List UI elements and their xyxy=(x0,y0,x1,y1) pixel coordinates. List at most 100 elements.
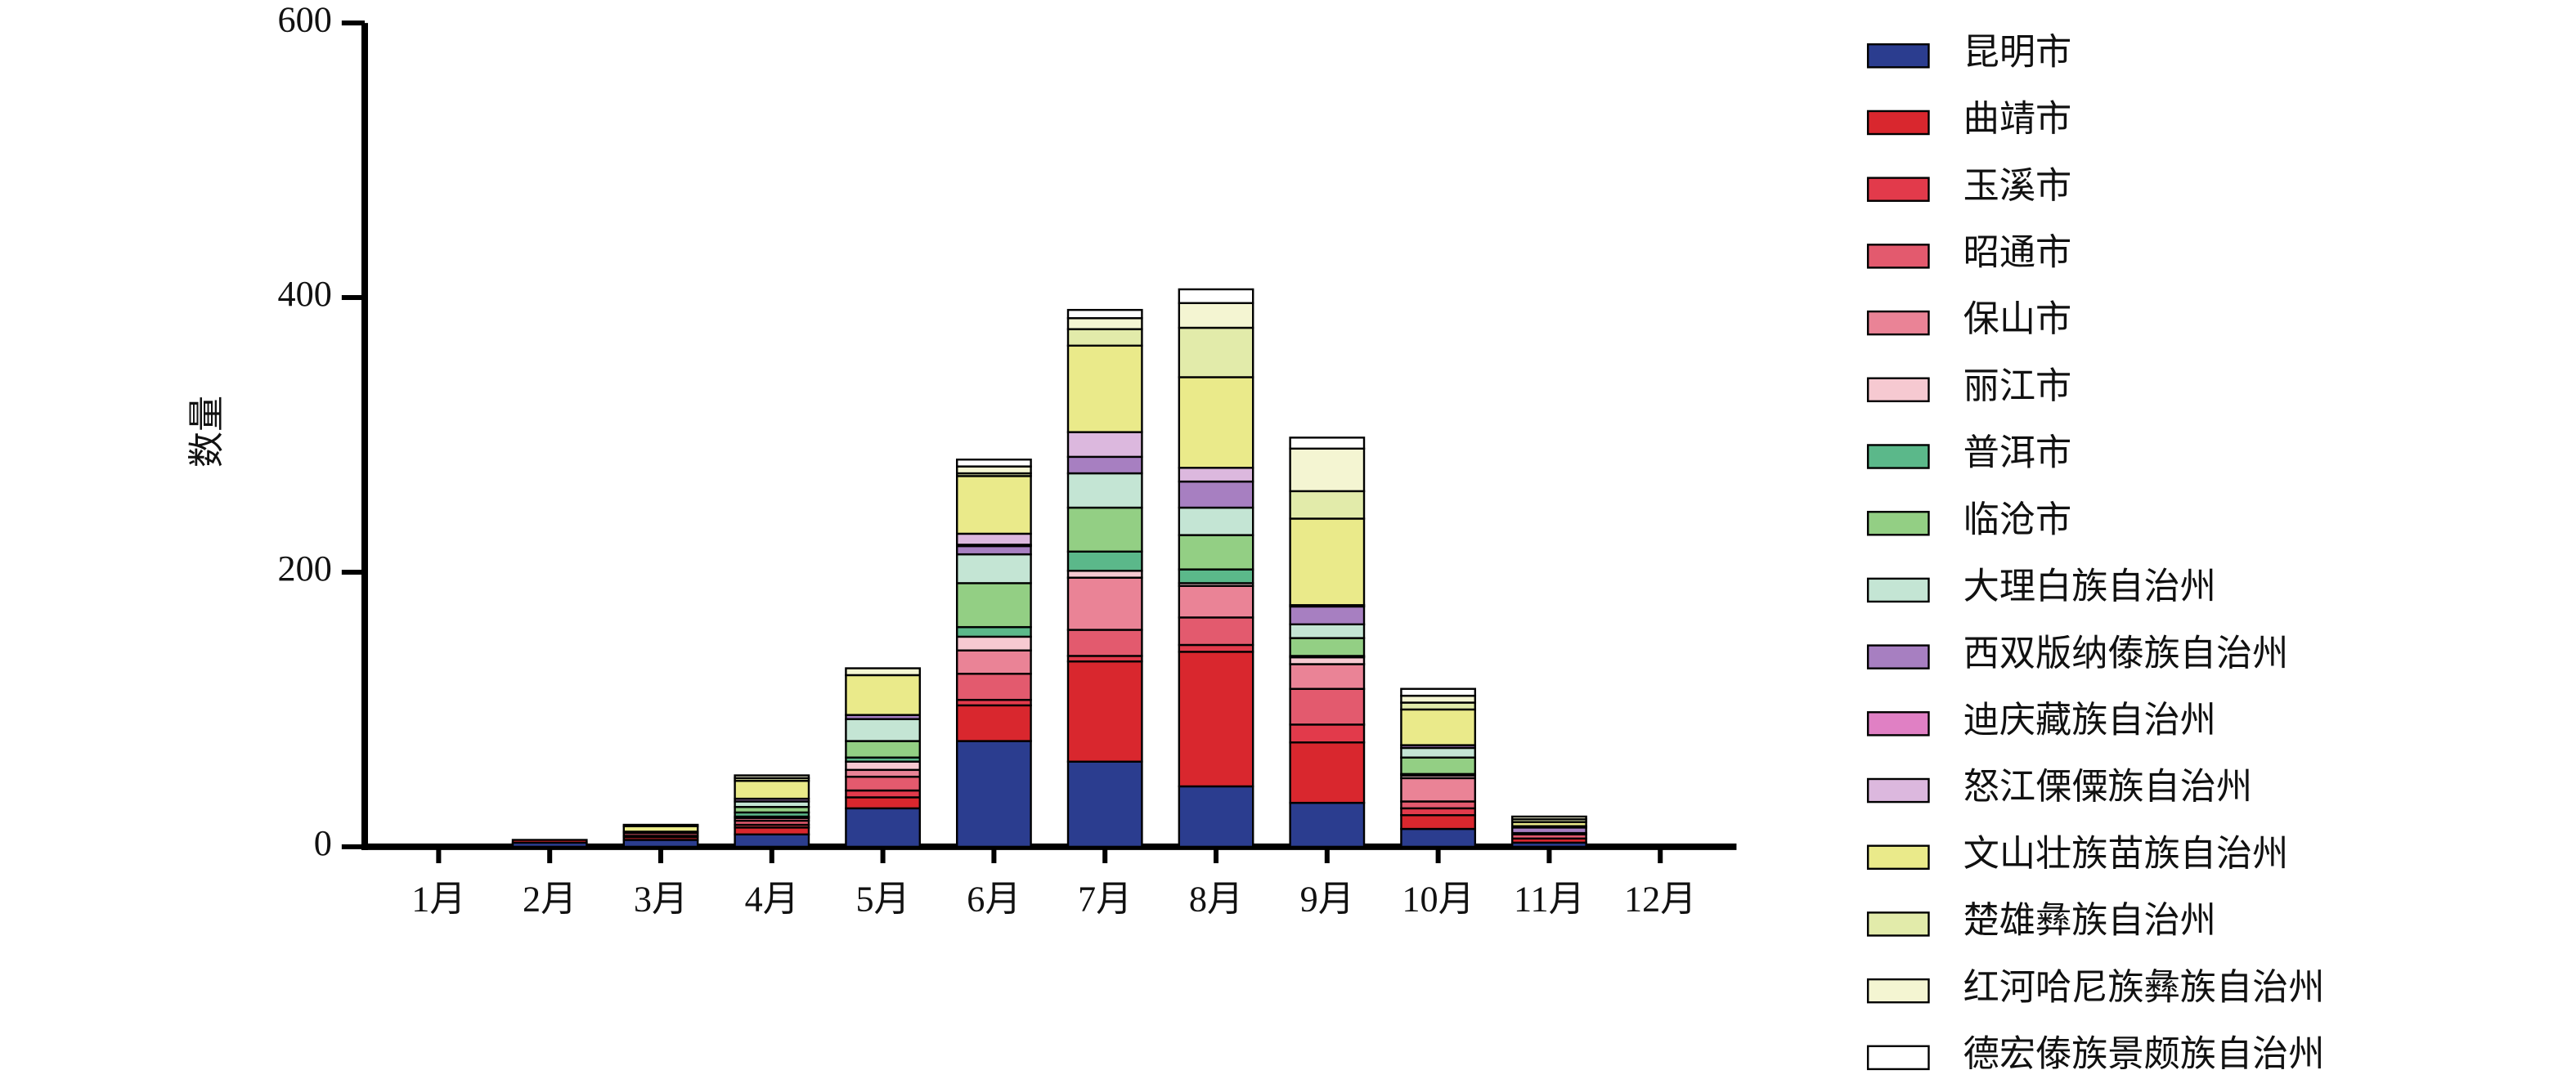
bar-segment xyxy=(1289,741,1366,804)
bar-segment xyxy=(1178,651,1254,788)
legend-swatch xyxy=(1866,444,1930,469)
bar-segment xyxy=(955,475,1032,535)
bar-segment xyxy=(1400,746,1477,759)
bar-segment xyxy=(1066,570,1143,579)
bar-segment xyxy=(1400,701,1477,711)
bar-segment xyxy=(1178,506,1254,536)
legend-swatch xyxy=(1866,911,1930,937)
bar-segment xyxy=(1400,687,1477,697)
legend-label: 临沧市 xyxy=(1963,499,2072,540)
bar-segment xyxy=(845,760,922,772)
bar-segment xyxy=(1289,517,1366,607)
legend-swatch xyxy=(1866,644,1930,669)
bar-segment xyxy=(955,649,1032,675)
legend-label: 普洱市 xyxy=(1963,433,2072,473)
bar-segment xyxy=(511,839,588,844)
bar-segment xyxy=(845,667,922,677)
x-tick-label: 7月 xyxy=(1078,879,1132,919)
bar-segment xyxy=(1066,328,1143,347)
bar-segment xyxy=(955,459,1032,468)
legend-swatch xyxy=(1866,777,1930,804)
bar-segment xyxy=(1178,326,1254,378)
legend-swatch xyxy=(1866,177,1930,202)
x-tick-label: 3月 xyxy=(634,879,688,919)
bar-segment xyxy=(1400,777,1477,803)
bar-segment xyxy=(1066,550,1143,572)
bar-segment xyxy=(1066,317,1143,330)
legend-swatch xyxy=(1866,310,1930,336)
x-tick-label: 8月 xyxy=(1189,879,1243,919)
bar-segment xyxy=(734,780,810,800)
bar-segment xyxy=(1178,616,1254,647)
bar-segment xyxy=(1066,506,1143,553)
legend-label: 西双版纳傣族自治州 xyxy=(1963,634,2289,674)
bar-segment xyxy=(1178,643,1254,653)
y-tick-label: 200 xyxy=(278,548,332,589)
legend-swatch xyxy=(1866,577,1930,603)
y-tick-label: 400 xyxy=(278,274,332,314)
bar-segment xyxy=(1178,467,1254,483)
legend-swatch xyxy=(1866,1045,1930,1071)
bar-segment xyxy=(845,768,922,778)
legend-swatch xyxy=(1866,844,1930,870)
bar-segment xyxy=(1178,288,1254,304)
bar-segment xyxy=(1400,800,1477,810)
legend-label: 昭通市 xyxy=(1963,233,2072,273)
legend-label: 德宏傣族景颇族自治州 xyxy=(1963,1034,2325,1074)
x-tick-label: 11月 xyxy=(1514,879,1585,919)
bar-segment xyxy=(1066,660,1143,763)
bar-segment xyxy=(1178,568,1254,584)
bar-segment xyxy=(1400,756,1477,776)
bar-segment xyxy=(1289,801,1366,848)
bar-segment xyxy=(1289,490,1366,520)
bar-segment xyxy=(1178,302,1254,329)
bar-segment xyxy=(1066,576,1143,631)
bar-segment xyxy=(845,776,922,792)
bar-segment xyxy=(845,718,922,742)
bar-segment xyxy=(1066,455,1143,475)
bar-segment xyxy=(1066,760,1143,848)
x-tick-label: 10月 xyxy=(1402,879,1474,919)
legend-swatch xyxy=(1866,43,1930,69)
legend-label: 玉溪市 xyxy=(1963,166,2072,206)
bar-segment xyxy=(845,796,922,810)
bar-segment xyxy=(1289,447,1366,493)
y-tick-label: 0 xyxy=(314,823,332,863)
bar-segment xyxy=(955,582,1032,629)
legend-label: 楚雄彝族自治州 xyxy=(1963,901,2216,941)
bar-segment xyxy=(1066,472,1143,509)
legend-label: 昆明市 xyxy=(1963,32,2072,72)
legend-label: 怒江傈僳族自治州 xyxy=(1963,767,2252,807)
legend-swatch xyxy=(1866,711,1930,737)
bar-segment xyxy=(734,833,810,848)
legend-label: 迪庆藏族自治州 xyxy=(1963,700,2216,740)
bar-segment xyxy=(1178,534,1254,571)
bar-segment xyxy=(955,544,1032,556)
bar-segment xyxy=(1400,708,1477,746)
bar-segment xyxy=(1289,623,1366,639)
bar-segment xyxy=(955,740,1032,848)
x-tick-label: 9月 xyxy=(1300,879,1354,919)
bar-segment xyxy=(1289,605,1366,625)
bar-segment xyxy=(1511,815,1587,821)
legend-swatch xyxy=(1866,377,1930,403)
legend-label: 保山市 xyxy=(1963,299,2072,339)
bar-segment xyxy=(622,839,699,848)
bar-segment xyxy=(1400,814,1477,831)
bar-segment xyxy=(1066,308,1143,320)
bar-segment xyxy=(955,635,1032,651)
bar-segment xyxy=(734,826,810,835)
legend-swatch xyxy=(1866,110,1930,136)
bar-segment xyxy=(622,823,699,827)
bar-segment xyxy=(955,465,1032,475)
legend-label: 曲靖市 xyxy=(1963,99,2072,139)
legend-swatch xyxy=(1866,978,1930,1004)
bar-segment xyxy=(1289,663,1366,690)
legend-label: 大理白族自治州 xyxy=(1963,566,2216,607)
y-tick-label: 600 xyxy=(278,0,332,39)
bar-segment xyxy=(1066,431,1143,459)
y-axis-label: 数量 xyxy=(186,396,227,468)
bar-segment xyxy=(845,740,922,759)
bar-segment xyxy=(1066,344,1143,433)
